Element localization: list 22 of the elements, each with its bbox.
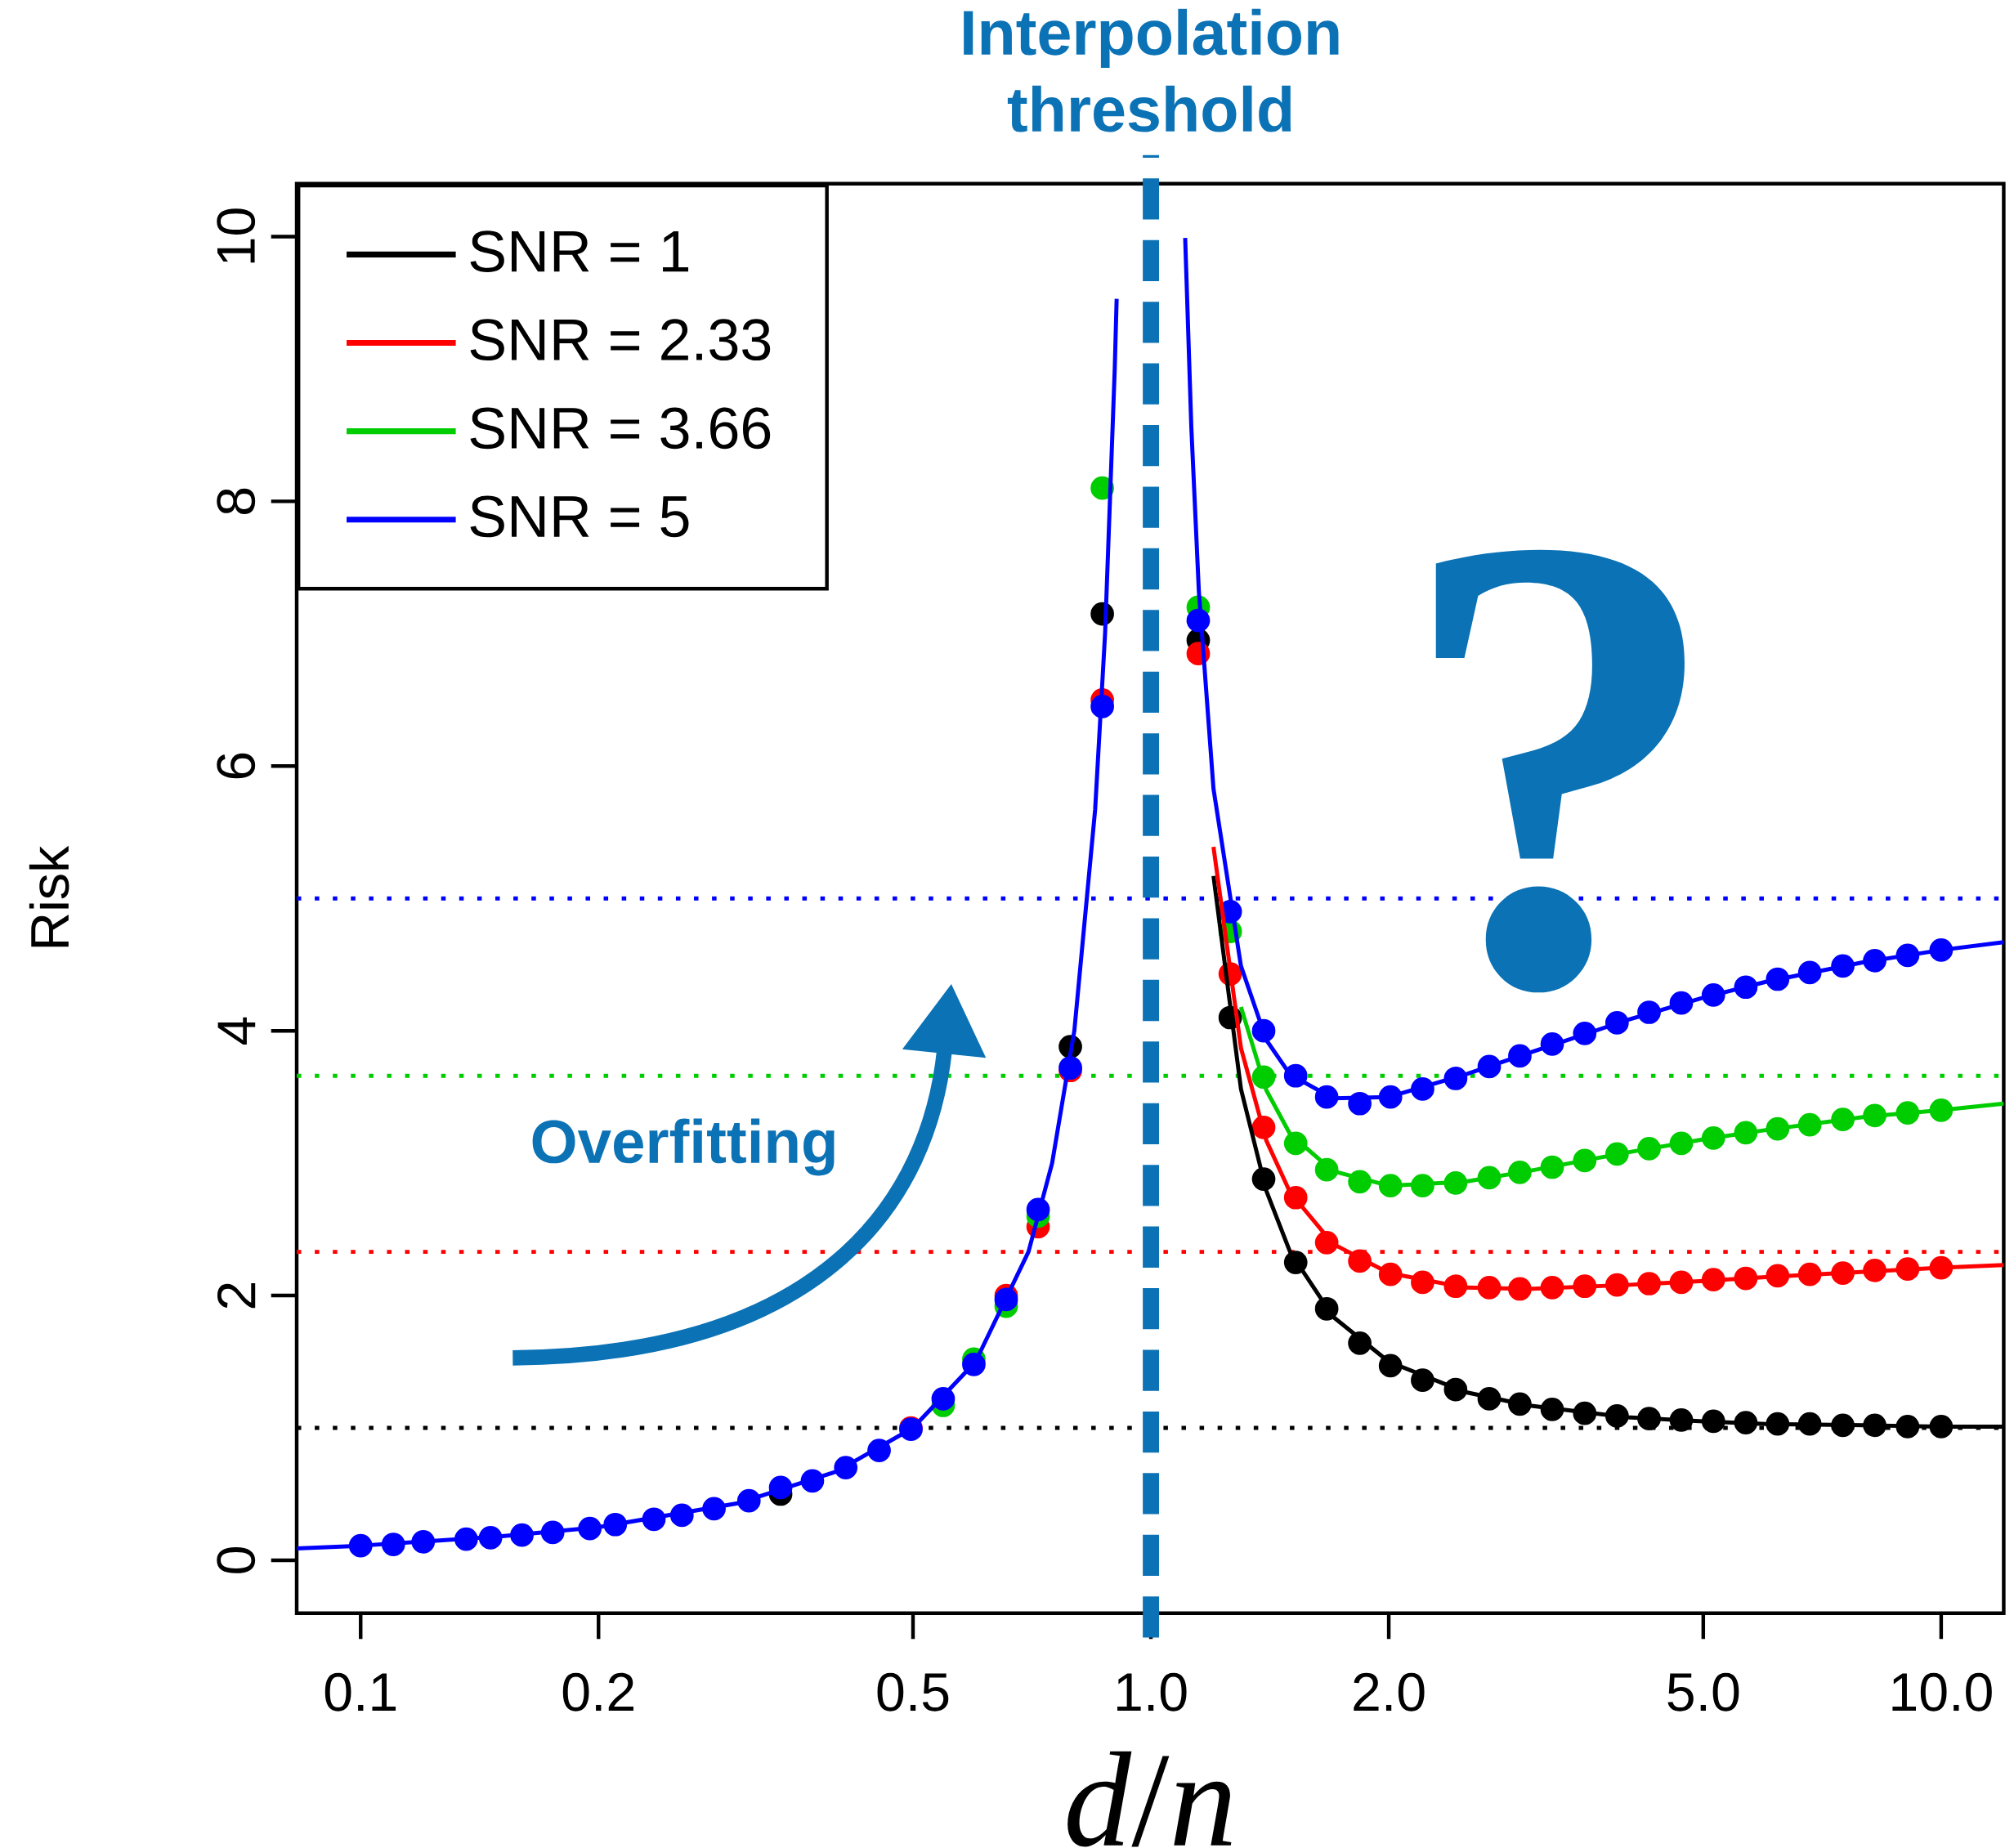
legend-label: SNR = 3.66 [470, 407, 771, 450]
x-tick-label: 5.0 [1667, 1672, 1739, 1712]
y-tick-label: 2 [217, 1282, 256, 1309]
annotation: ? [1435, 549, 1685, 993]
y-tick-label: 8 [217, 488, 256, 514]
x-axis-title: d/n [1067, 1751, 1232, 1847]
y-axis-title: Risk [29, 845, 69, 947]
x-tick-label: 0.1 [324, 1672, 396, 1712]
legend-label: SNR = 1 [470, 230, 689, 272]
y-tick-label: 6 [217, 753, 256, 779]
x-tick-label: 0.5 [877, 1672, 949, 1712]
legend-label: SNR = 2.33 [470, 319, 771, 360]
x-tick-label: 2.0 [1354, 1672, 1425, 1712]
y-tick-label: 0 [217, 1546, 256, 1573]
x-tick-label: 1.0 [1117, 1672, 1187, 1712]
legend-label: SNR = 5 [470, 495, 689, 538]
y-tick-label: 4 [217, 1017, 256, 1045]
x-tick-label: 0.2 [562, 1672, 633, 1712]
y-tick-label: 10 [217, 208, 256, 263]
annotation: Overfitting [532, 1118, 835, 1176]
x-tick-label: 10.0 [1892, 1672, 1992, 1712]
ref-line-label: Interpolation threshold [964, 8, 1339, 132]
